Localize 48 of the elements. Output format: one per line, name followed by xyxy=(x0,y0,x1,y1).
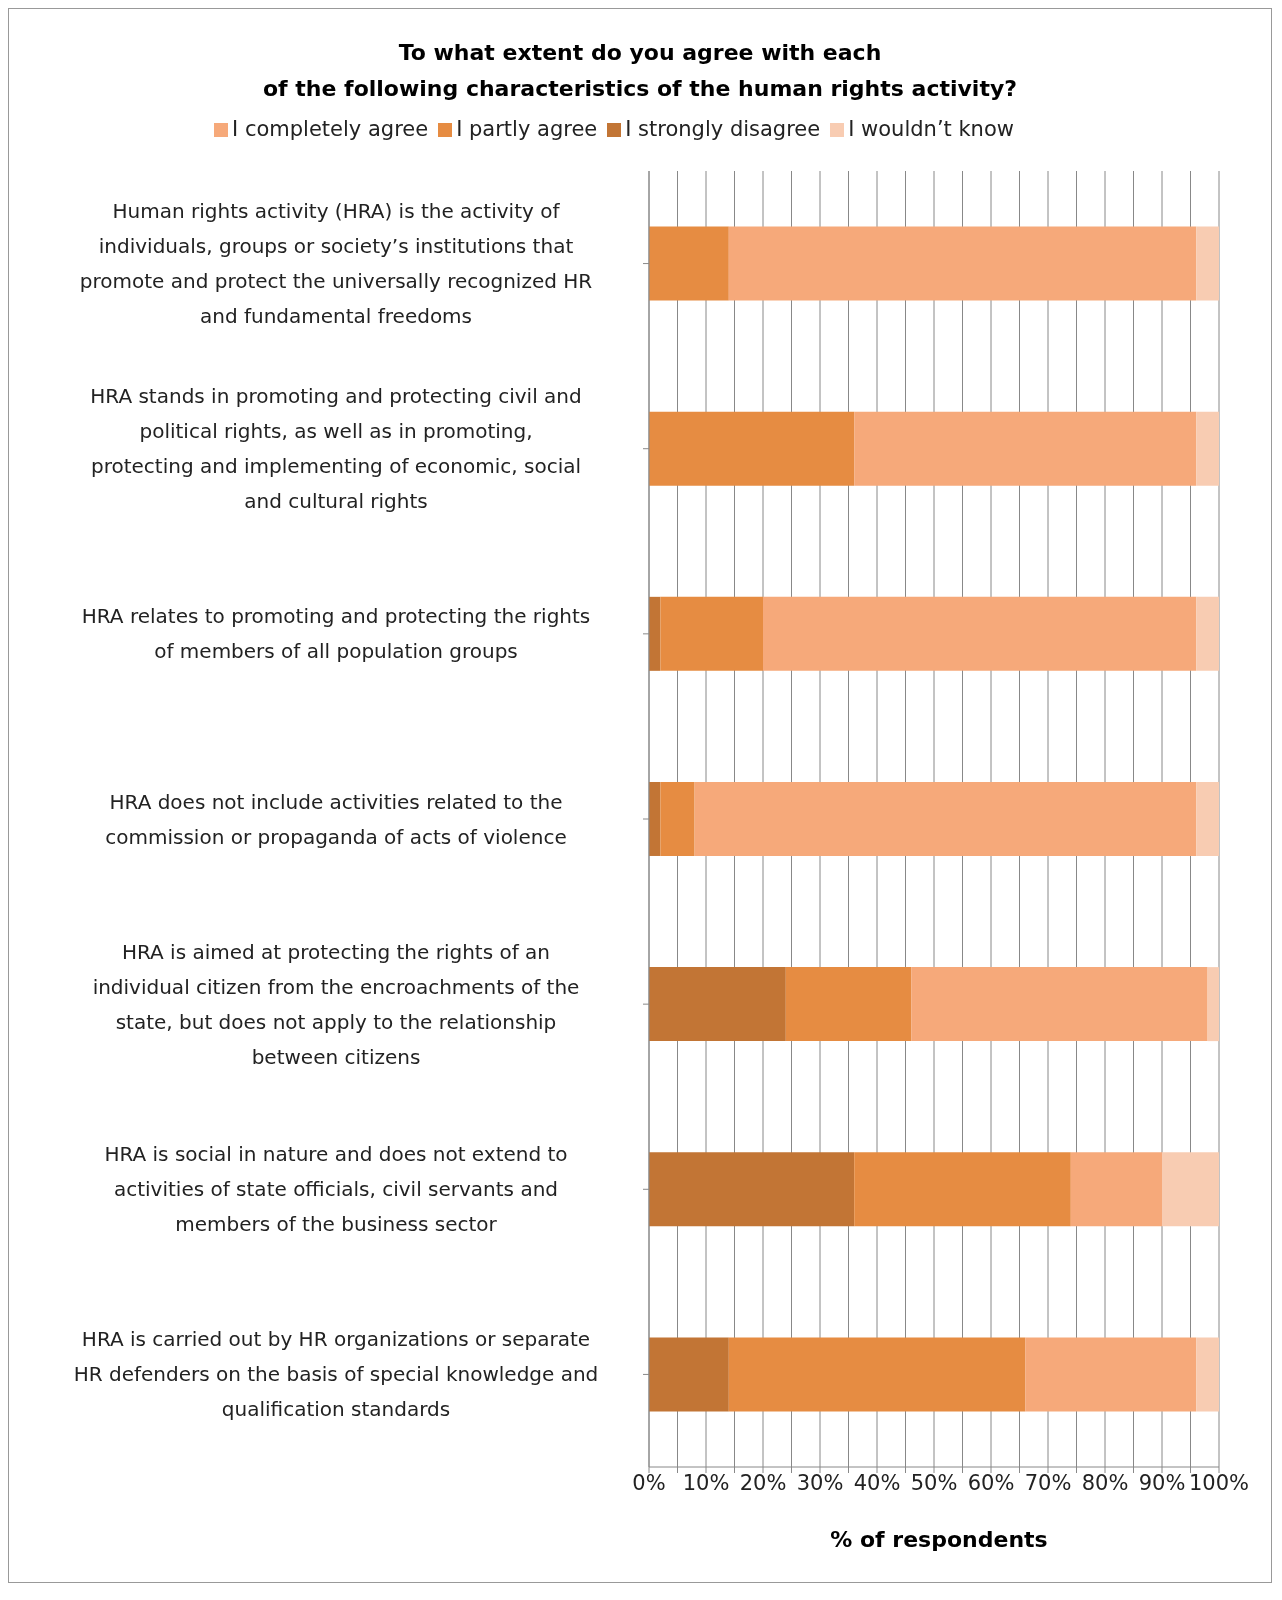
x-tick-label: 100% xyxy=(1188,1470,1250,1495)
legend-label: I strongly disagree xyxy=(625,117,821,141)
y-tick-label: Human rights activity (HRA) is the activity of individuals, groups or society’s institutions that promote and protect the universally recognized HR and fundamental freedoms xyxy=(79,199,593,329)
y-tick-label: HRA is aimed at protecting the rights of an individual citizen from the encroachments of the state, but does not apply to the relationship between citizens xyxy=(92,939,580,1069)
bar xyxy=(1196,226,1219,301)
bar xyxy=(660,781,695,856)
y-tick-label: HRA does not include activities related to the commission or propaganda of acts of violence xyxy=(105,789,567,849)
bar xyxy=(854,411,1197,486)
bar xyxy=(1196,411,1219,486)
x-tick-label: 70% xyxy=(1024,1470,1072,1495)
bar xyxy=(1025,1337,1197,1412)
x-tick-label: 60% xyxy=(967,1470,1015,1495)
bar xyxy=(911,967,1208,1042)
x-tick-label: 80% xyxy=(1081,1470,1129,1495)
bar xyxy=(854,1152,1071,1227)
bar xyxy=(694,781,1197,856)
bar xyxy=(728,226,1197,301)
bar xyxy=(1196,1337,1219,1412)
bar xyxy=(649,1337,729,1412)
bar xyxy=(649,1152,855,1227)
chart-title: To what extent do you agree with each of the following characteristics of the human rights activity? xyxy=(262,39,1018,103)
bar xyxy=(649,411,855,486)
legend-label: I wouldn’t know xyxy=(848,117,1014,141)
x-tick-label: 90% xyxy=(1138,1470,1186,1495)
x-tick-label: 40% xyxy=(853,1470,901,1495)
bar xyxy=(785,967,912,1042)
bar xyxy=(1196,781,1219,856)
x-tick-label: 50% xyxy=(910,1470,958,1495)
bar xyxy=(660,596,763,671)
x-tick-label: 0% xyxy=(632,1470,666,1495)
y-tick-label: HRA stands in promoting and protecting civil and political rights, as well as in promoting, protecting and implementing of economic, social and cultural rights xyxy=(90,384,582,514)
bar xyxy=(1070,1152,1162,1227)
x-tick-label: 20% xyxy=(739,1470,787,1495)
bar xyxy=(1207,967,1219,1042)
bar xyxy=(1196,596,1219,671)
y-tick-label: HRA relates to promoting and protecting the rights of members of all population groups xyxy=(81,604,591,664)
legend-label: I completely agree xyxy=(232,117,429,141)
y-tick-label: HRA is social in nature and does not extend to activities of state officials, civil servants and members of the business sector xyxy=(104,1142,568,1237)
bar xyxy=(649,226,729,301)
bar xyxy=(728,1337,1026,1412)
x-tick-label: 10% xyxy=(682,1470,730,1495)
bar xyxy=(1162,1152,1219,1227)
x-tick-label: 30% xyxy=(796,1470,844,1495)
bar xyxy=(649,967,786,1042)
y-tick-label: HRA is carried out by HR organizations or separate HR defenders on the basis of special knowledge and qualification standards xyxy=(73,1327,599,1422)
legend-label: I partly agree xyxy=(456,117,598,141)
x-axis-title: % of respondents xyxy=(829,1527,1049,1554)
bar xyxy=(763,596,1197,671)
